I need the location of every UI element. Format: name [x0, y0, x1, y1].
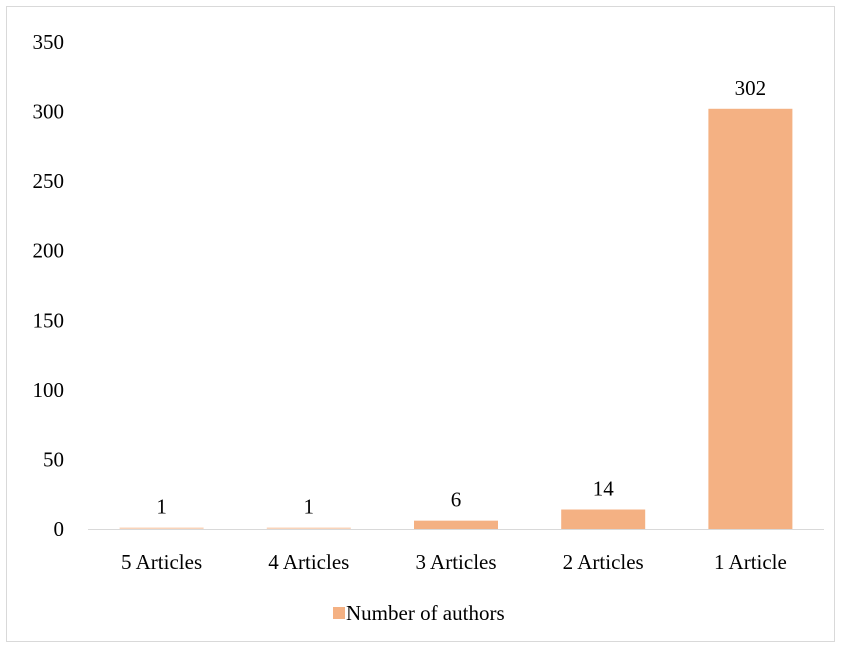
data-labels: 1 1 6 14 302	[156, 76, 766, 519]
data-label: 14	[593, 477, 615, 501]
x-tick-label: 4 Articles	[268, 550, 349, 574]
y-tick-label: 250	[33, 169, 65, 193]
data-label: 6	[451, 488, 462, 512]
y-tick-label: 200	[33, 239, 65, 263]
y-axis-ticks: 0 50 100 150 200 250 300 350	[33, 30, 65, 541]
legend: Number of authors	[333, 601, 505, 625]
x-tick-label: 5 Articles	[121, 550, 202, 574]
bar	[708, 108, 793, 529]
y-tick-label: 300	[33, 100, 65, 124]
data-label: 1	[304, 495, 315, 519]
y-tick-label: 150	[33, 308, 65, 332]
x-tick-label: 1 Article	[714, 550, 787, 574]
bars	[119, 108, 793, 529]
legend-swatch	[333, 607, 345, 619]
y-tick-label: 50	[43, 447, 64, 471]
bar	[561, 509, 646, 529]
y-tick-label: 100	[33, 378, 65, 402]
legend-label: Number of authors	[346, 601, 505, 625]
data-label: 302	[735, 76, 767, 100]
bar	[119, 527, 204, 529]
x-tick-label: 2 Articles	[563, 550, 644, 574]
bar	[414, 520, 498, 529]
x-axis-ticks: 5 Articles 4 Articles 3 Articles 2 Articles…	[121, 550, 787, 574]
y-tick-label: 0	[54, 517, 65, 541]
x-tick-label: 3 Articles	[415, 550, 496, 574]
y-tick-label: 350	[33, 30, 65, 54]
chart-frame	[6, 6, 835, 642]
data-label: 1	[156, 495, 167, 519]
bar	[266, 527, 351, 529]
